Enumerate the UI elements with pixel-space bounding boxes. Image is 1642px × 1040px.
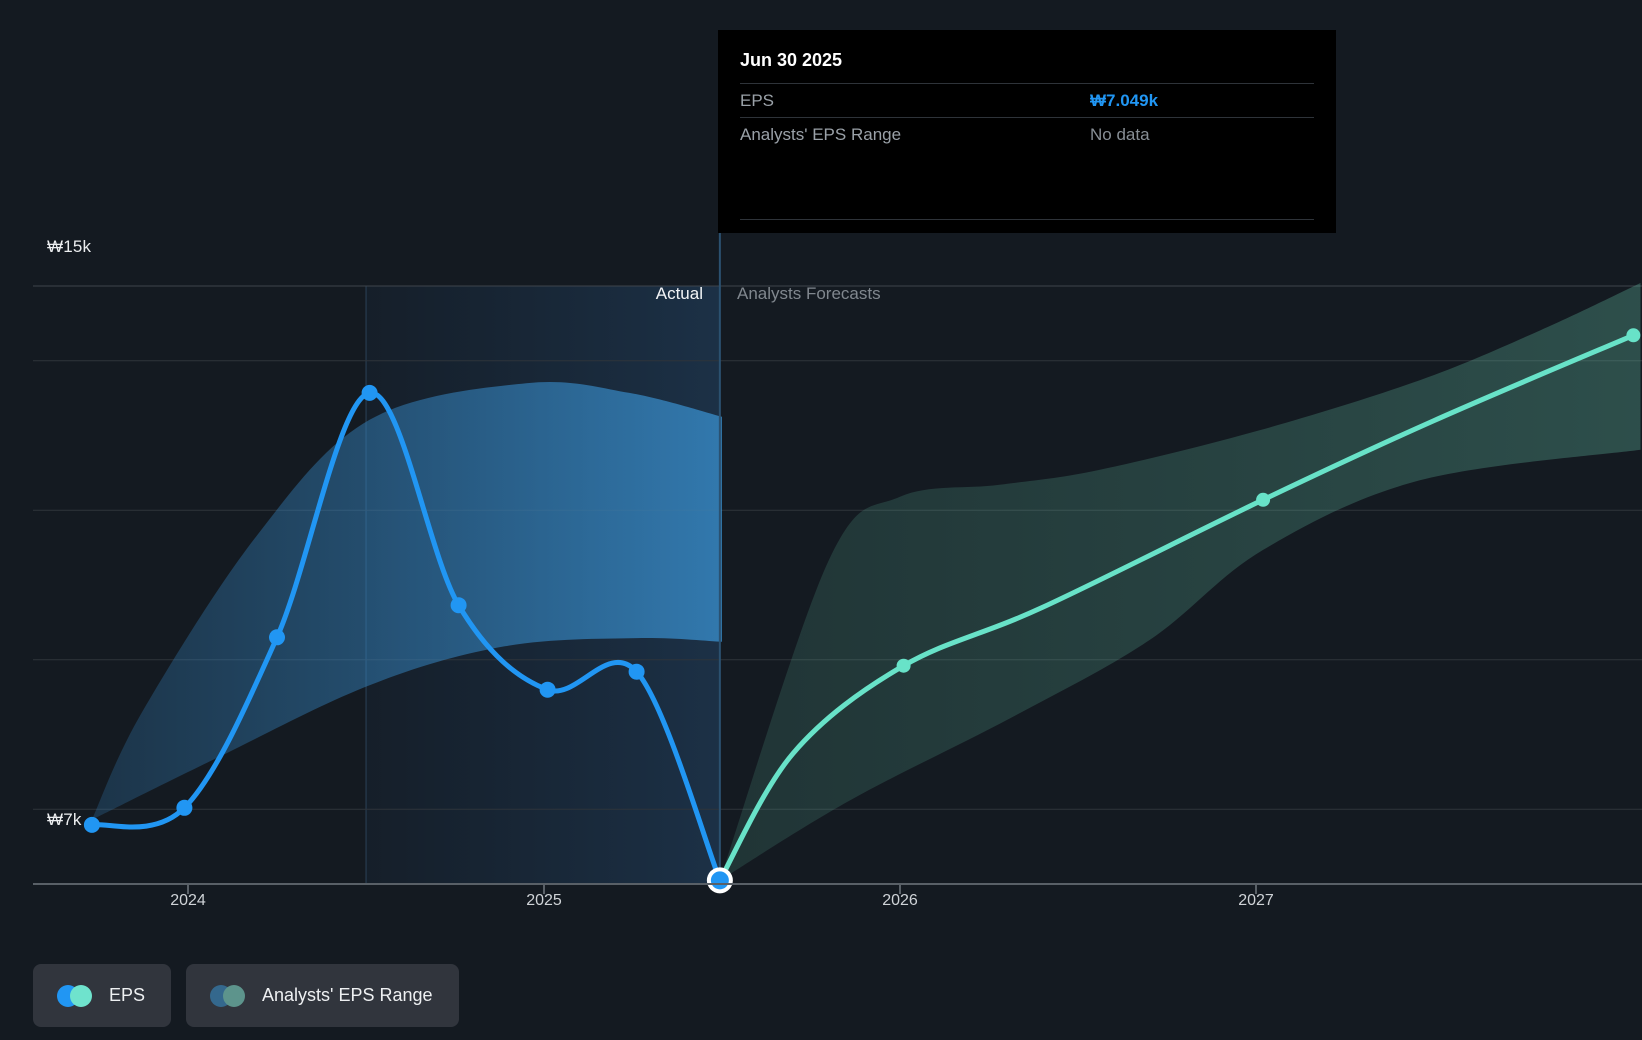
forecast-data-point[interactable] xyxy=(1256,492,1271,507)
actual-range-band xyxy=(91,381,722,820)
actual-data-point[interactable] xyxy=(83,816,100,833)
chart-tooltip: Jun 30 2025 EPS ₩7.049k Analysts' EPS Ra… xyxy=(718,30,1336,233)
legend-pill-eps-range[interactable]: Analysts' EPS Range xyxy=(186,964,459,1027)
x-tick-2025: 2025 xyxy=(526,892,562,909)
x-tick-2024: 2024 xyxy=(170,892,206,909)
eps-dot-teal-icon xyxy=(70,984,92,1007)
actual-data-point[interactable] xyxy=(628,663,645,680)
tooltip-range-label: Analysts' EPS Range xyxy=(740,124,902,144)
forecast-range-band xyxy=(719,283,1641,881)
actual-data-point[interactable] xyxy=(361,384,378,401)
tooltip-divider xyxy=(740,219,1314,220)
legend-eps-range-label: Analysts' EPS Range xyxy=(262,985,433,1005)
x-tick-2027: 2027 xyxy=(1238,892,1274,909)
chart-legend: EPS Analysts' EPS Range xyxy=(33,964,459,1027)
range-dot-teal-icon xyxy=(223,984,246,1007)
tooltip-date: Jun 30 2025 xyxy=(740,50,843,70)
tooltip-eps-label: EPS xyxy=(740,90,775,110)
tooltip-range-value: No data xyxy=(1090,124,1150,144)
eps-series-icon xyxy=(57,984,93,1008)
y-axis-bottom-label: ₩7k xyxy=(47,810,82,829)
eps-range-series-icon xyxy=(210,984,246,1008)
actual-data-point[interactable] xyxy=(176,799,193,816)
legend-eps-label: EPS xyxy=(109,985,146,1005)
actual-data-point[interactable] xyxy=(450,597,467,614)
forecast-data-point[interactable] xyxy=(896,658,911,673)
actual-data-point[interactable] xyxy=(269,629,285,646)
actual-phase-label: Actual xyxy=(655,284,703,303)
selected-point[interactable] xyxy=(710,871,729,890)
forecast-eps-line xyxy=(717,332,1636,883)
y-axis-top-label: ₩15k xyxy=(47,237,92,256)
forecast-data-point[interactable] xyxy=(1626,328,1641,343)
tooltip-row-eps: EPS ₩7.049k xyxy=(740,83,1314,117)
actual-data-point[interactable] xyxy=(539,681,556,698)
legend-pill-eps[interactable]: EPS xyxy=(33,964,172,1027)
forecast-phase-label: Analysts Forecasts xyxy=(737,284,881,303)
tooltip-row-range: Analysts' EPS Range No data xyxy=(740,117,1314,151)
tooltip-eps-value: ₩7.049k xyxy=(1090,90,1159,110)
x-tick-2026: 2026 xyxy=(882,892,918,909)
